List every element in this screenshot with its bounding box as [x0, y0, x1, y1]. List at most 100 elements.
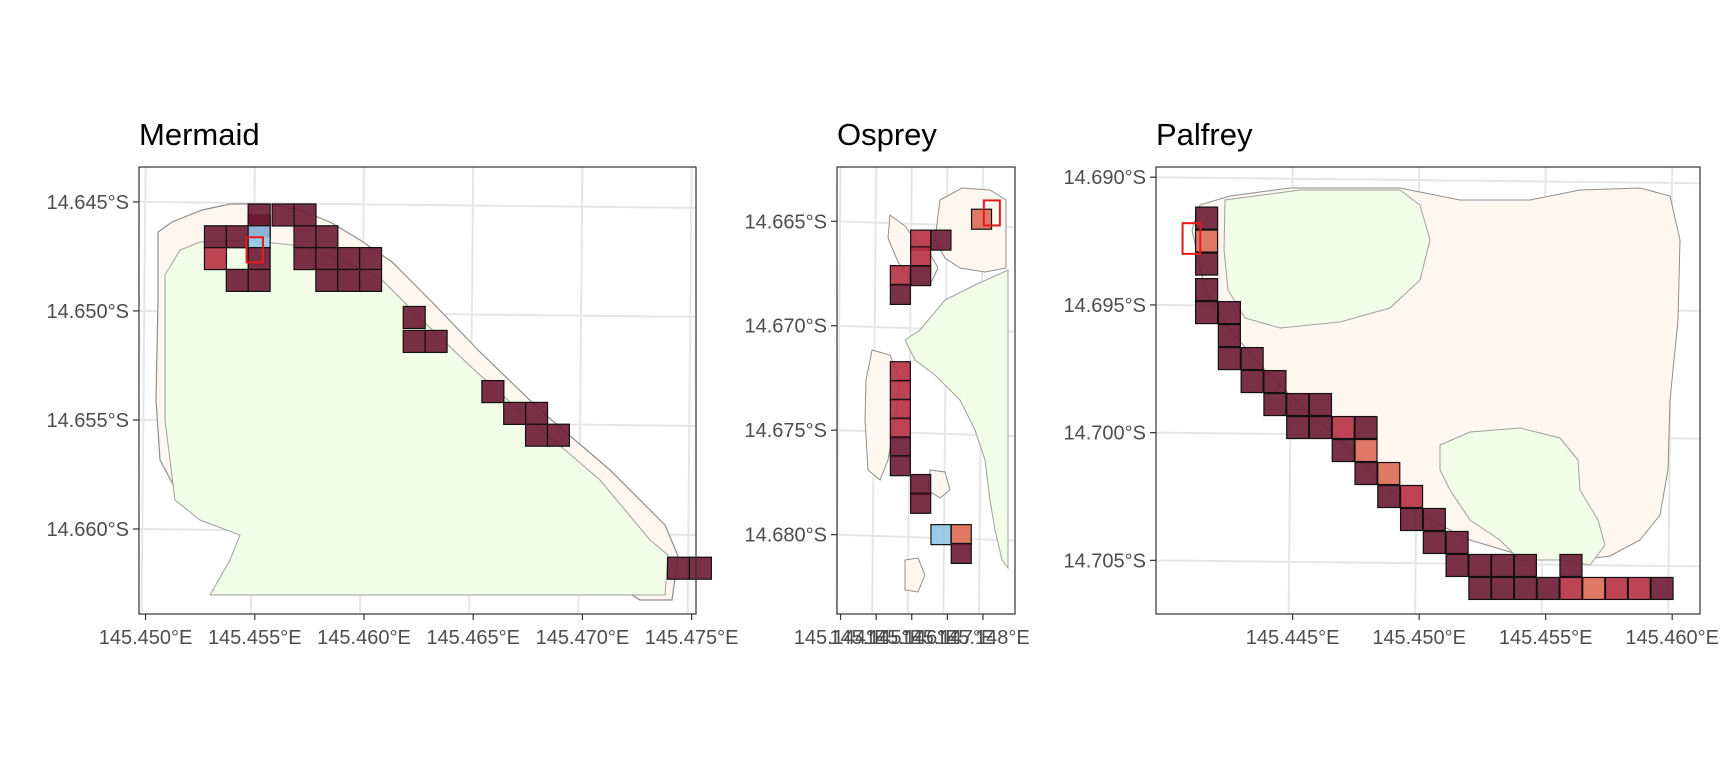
grid-line-y: [138, 200, 697, 209]
panel-title: Osprey: [837, 117, 937, 152]
reef-flat-south: [1439, 427, 1606, 566]
x-tick-label: 145.147°E: [901, 627, 995, 649]
grid-cell-blue: [930, 524, 952, 546]
grid-cell-dark: [1195, 206, 1219, 230]
grid-cell-mid: [1331, 415, 1355, 440]
grid-cell-dark: [1240, 369, 1264, 394]
grid-cell-dark: [337, 246, 361, 271]
x-tick-label: 145.145°E: [829, 627, 923, 649]
y-tick-label: 14.650°S: [46, 301, 129, 323]
y-tick-label: 14.690°S: [1063, 167, 1146, 189]
grid-cell-light: [1377, 461, 1401, 486]
y-tick-label: 14.695°S: [1063, 295, 1146, 317]
grid-cell-dark: [1195, 252, 1219, 276]
highlight-box: [1181, 222, 1202, 255]
grid-line-y: [1155, 176, 1701, 185]
grid-cell-dark: [1422, 507, 1446, 532]
grid-cell-dark: [315, 268, 339, 292]
grid-cell-mid: [889, 361, 911, 383]
grid-cell-dark: [247, 246, 271, 271]
x-tick-label: 145.450°E: [99, 627, 193, 649]
grid-cell-dark: [1354, 415, 1378, 440]
grid-cell-dark: [247, 203, 271, 227]
grid-cell-dark: [1491, 553, 1515, 578]
panel-osprey: Osprey 145.144°E145.145°E145.146°E145.14…: [744, 117, 1029, 649]
grid-cell-dark: [1308, 415, 1333, 440]
grid-cell-dark: [1286, 392, 1310, 417]
cells: [1195, 206, 1674, 601]
grid-cell-dark: [1468, 576, 1492, 601]
x-tick-label: 145.455°E: [208, 627, 302, 649]
grid-cell-mid: [203, 246, 228, 271]
grid-cell-dark: [1445, 530, 1469, 555]
grid-cell-dark: [546, 423, 570, 447]
grid-cell-dark: [203, 225, 228, 249]
y-tick-label: 14.675°S: [744, 420, 827, 442]
grid-cell-dark: [889, 283, 911, 306]
grid-cell-dark: [1240, 346, 1264, 371]
grid-cell-dark: [1308, 392, 1333, 417]
panel-palfrey: Palfrey 145.445°E 145.450°E 145.455°E 145.4…: [1063, 117, 1719, 649]
panel-frame: [836, 166, 1016, 615]
x-tick-label: 145.460°E: [317, 627, 411, 649]
grid-cell-mid: [1399, 484, 1424, 509]
x-tick-label: 145.450°E: [1372, 627, 1466, 649]
grid-cell-mid: [889, 379, 911, 402]
grid-cell-dark: [1377, 484, 1401, 509]
panel-frame: [1155, 166, 1701, 615]
grid-cell-dark: [1491, 576, 1515, 601]
grid-cell-dark: [1331, 438, 1355, 463]
grid-cell-dark: [889, 455, 911, 477]
grid-cell-dark: [247, 268, 271, 292]
y-tick-label: 14.665°S: [744, 211, 827, 233]
grid-cell-light: [1354, 438, 1378, 463]
grid-cell-dark: [358, 268, 383, 292]
grid-cell-dark: [1217, 300, 1241, 325]
y-tick-label: 14.670°S: [744, 316, 827, 338]
x-tick-label: 145.146°E: [865, 627, 959, 649]
grid-cell-dark: [1445, 553, 1469, 578]
x-tick-label: 145.465°E: [426, 627, 520, 649]
reef-flat-north: [1223, 189, 1431, 329]
x-tick-label: 145.144°E: [794, 627, 888, 649]
grid-cell-dark: [225, 268, 249, 292]
grid-cell-mid: [889, 265, 911, 287]
grid-cell-mid: [889, 417, 911, 439]
grid-line-y: [1155, 559, 1701, 568]
grid-cell-dark: [358, 246, 383, 271]
grid-cell-dark: [424, 329, 448, 354]
grid-cell-dark: [666, 556, 691, 580]
highlight-layer: [982, 199, 1001, 227]
grid-cell-dark: [889, 436, 911, 458]
grid-cell-dark: [1354, 461, 1378, 486]
x-axis: 145.144°E145.145°E145.146°E145.147°E145.…: [794, 614, 1030, 649]
grid-cell-dark: [293, 246, 317, 271]
grid-cell-dark: [1513, 553, 1538, 578]
grid-cell-dark: [910, 473, 932, 496]
highlight-box: [982, 199, 1001, 227]
grid-cell-dark: [293, 203, 317, 227]
highlight-layer: [245, 236, 264, 264]
grid-cell-dark: [1217, 323, 1241, 348]
panel-frame: [138, 166, 697, 615]
grid-cell-dark: [1217, 346, 1241, 371]
x-axis: 145.445°E 145.450°E 145.455°E 145.460°E: [1246, 614, 1719, 649]
y-axis: 14.645°S 14.650°S 14.655°S 14.660°S: [46, 192, 139, 541]
grid-cell-dark: [524, 423, 549, 447]
grid-cell-dark: [1263, 369, 1287, 394]
grid-cell-dark: [1399, 507, 1424, 532]
panel-title: Mermaid: [139, 117, 260, 152]
highlight-box: [245, 236, 264, 264]
grid-cell-dark: [1422, 530, 1446, 555]
grid-cell-mid: [1559, 576, 1583, 601]
x-tick-label: 145.455°E: [1499, 627, 1593, 649]
panel-title: Palfrey: [1156, 117, 1253, 152]
grid-cell-dark: [315, 225, 339, 249]
grid-cell-light: [1195, 229, 1219, 253]
y-tick-label: 14.645°S: [46, 192, 129, 214]
grid-cell-light: [950, 524, 972, 546]
grid-cell-light: [970, 208, 993, 230]
y-tick-label: 14.700°S: [1063, 423, 1146, 445]
highlight-layer: [1181, 222, 1202, 255]
cells: [889, 208, 993, 565]
